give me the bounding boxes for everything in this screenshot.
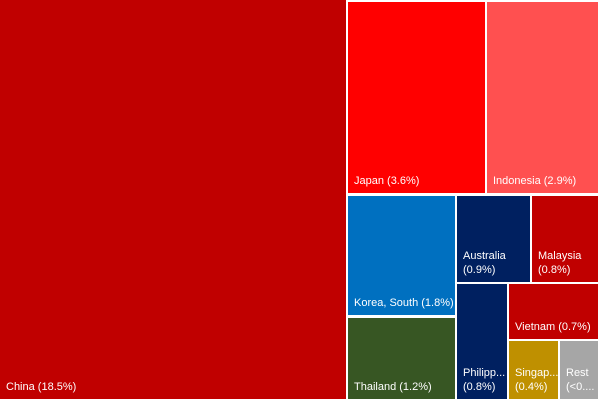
tile-label-indonesia: Indonesia (2.9%) — [493, 175, 577, 187]
tile-label-philippines: Philipp... (0.8%) — [463, 367, 506, 393]
tile-rest: Rest (<0.... — [560, 341, 598, 399]
tile-malaysia: Malaysia (0.8%) — [532, 196, 598, 282]
tile-label-malaysia: Malaysia (0.8%) — [538, 250, 582, 276]
tile-vietnam: Vietnam (0.7%) — [509, 284, 598, 339]
tile-australia: Australia (0.9%) — [457, 196, 530, 282]
tile-korea-south: Korea, South (1.8%) — [348, 196, 455, 315]
tile-philippines: Philipp... (0.8%) — [457, 284, 507, 399]
tile-label-korea-south: Korea, South (1.8%) — [354, 297, 454, 309]
tile-label-thailand: Thailand (1.2%) — [354, 381, 432, 393]
tile-singapore: Singap... (0.4%) — [509, 341, 558, 399]
tile-japan: Japan (3.6%) — [348, 2, 485, 193]
tile-indonesia: Indonesia (2.9%) — [487, 2, 598, 193]
tile-label-australia: Australia (0.9%) — [463, 250, 506, 276]
tile-thailand: Thailand (1.2%) — [348, 318, 455, 399]
tile-label-singapore: Singap... (0.4%) — [515, 367, 558, 393]
tile-china: China (18.5%) — [0, 0, 346, 399]
tile-label-japan: Japan (3.6%) — [354, 175, 420, 187]
tile-label-china: China (18.5%) — [6, 381, 77, 393]
tile-label-rest: Rest (<0.... — [566, 367, 595, 393]
tile-label-vietnam: Vietnam (0.7%) — [515, 321, 591, 333]
